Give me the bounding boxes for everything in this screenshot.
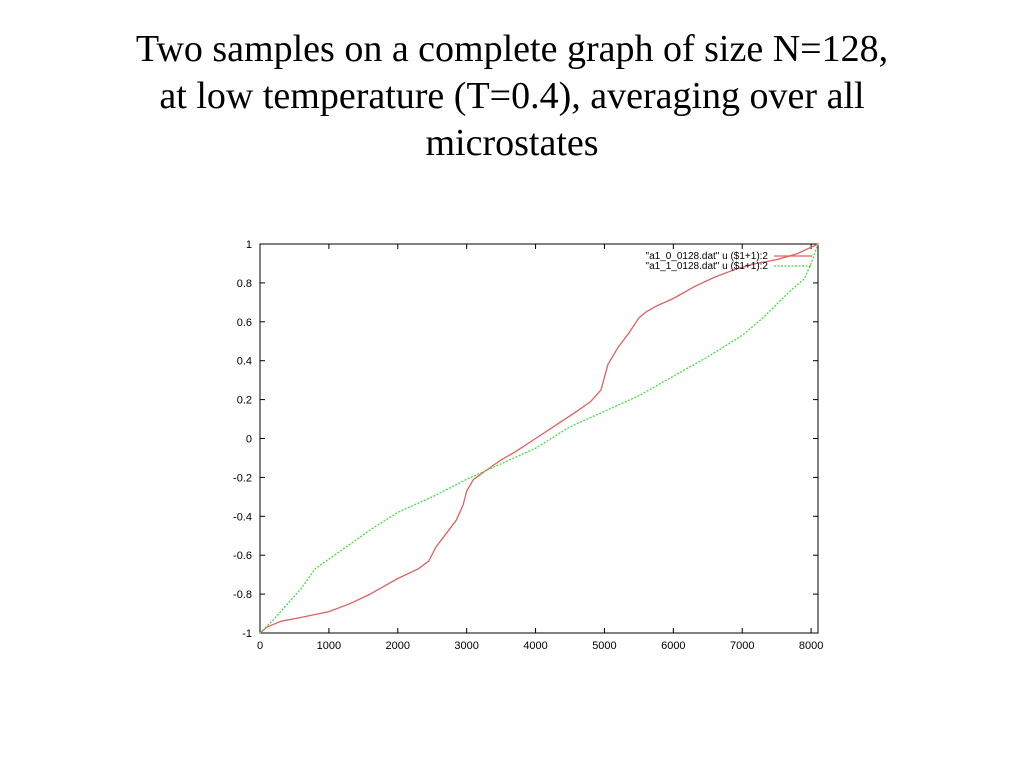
y-tick-label: 1: [246, 239, 252, 251]
legend-label-1: "a1_0_0128.dat" u ($1+1):2: [646, 251, 769, 262]
y-tick-label: 0.2: [237, 395, 252, 407]
plot-frame: [259, 243, 819, 634]
x-tick-label: 5000: [592, 640, 616, 652]
slide-title-line-2: at low temperature (T=0.4), averaging ov…: [159, 75, 865, 117]
y-tick-label: -0.8: [233, 589, 252, 601]
y-axis: -1 -0.8 -0.6 -0.4 -0.2 0 0.2 0.4 0.6 0.8 1: [233, 239, 818, 640]
slide-title: Two samples on a complete graph of size …: [40, 26, 984, 167]
y-tick-label: 0.4: [237, 356, 252, 368]
x-tick-label: 3000: [454, 640, 478, 652]
y-tick-label: -1: [242, 628, 252, 640]
x-tick-label: 7000: [730, 640, 754, 652]
legend: "a1_0_0128.dat" u ($1+1):2"a1_1_0128.dat…: [646, 251, 812, 272]
x-tick-label: 0: [257, 640, 263, 652]
y-tick-label: 0: [246, 434, 252, 446]
y-tick-label: 0.8: [237, 278, 252, 290]
x-axis: 0 1000 2000 3000 4000 5000 6000 7000 8000: [257, 244, 823, 652]
y-tick-label: -0.4: [233, 511, 252, 523]
y-tick-label: 0.6: [237, 317, 252, 329]
x-tick-label: 1000: [317, 640, 341, 652]
series-layer: [259, 243, 819, 634]
y-tick-label: -0.2: [233, 472, 252, 484]
series-line-2: [259, 243, 819, 634]
x-tick-label: 8000: [799, 640, 823, 652]
slide-title-line-1: Two samples on a complete graph of size …: [135, 28, 889, 70]
x-tick-label: 6000: [661, 640, 685, 652]
y-tick-label: -0.6: [233, 550, 252, 562]
series-line-1: [259, 243, 819, 634]
x-tick-label: 4000: [523, 640, 547, 652]
legend-label-2: "a1_1_0128.dat" u ($1+1):2: [646, 261, 769, 272]
x-tick-label: 2000: [386, 640, 410, 652]
slide-title-line-3: microstates: [425, 122, 599, 164]
